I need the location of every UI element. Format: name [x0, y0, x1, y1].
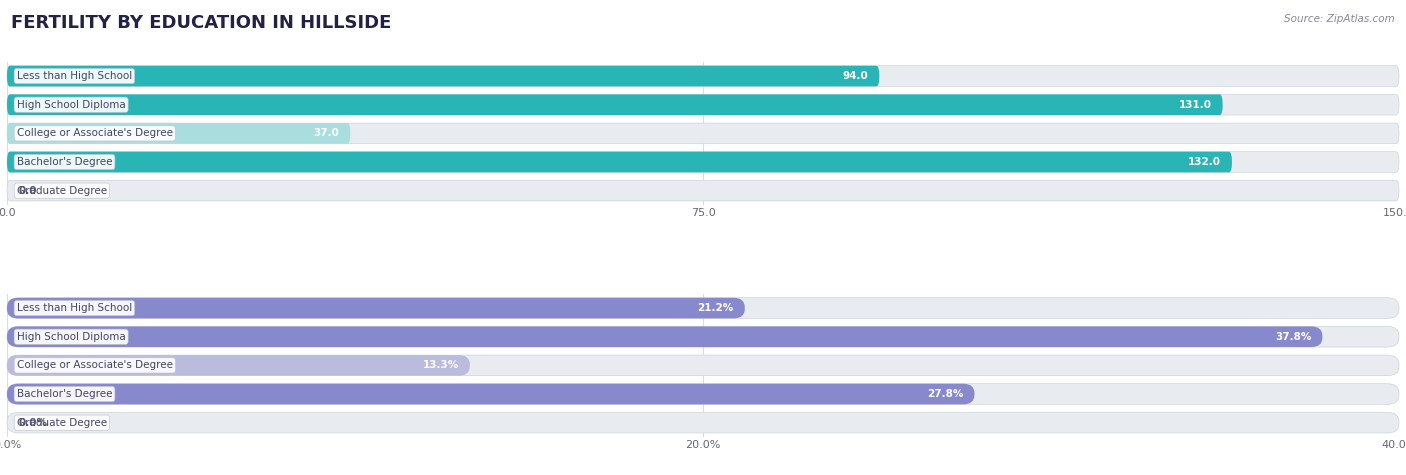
- Text: 37.0: 37.0: [314, 128, 339, 138]
- Text: Graduate Degree: Graduate Degree: [17, 186, 107, 196]
- Text: 131.0: 131.0: [1178, 100, 1212, 110]
- Text: College or Associate's Degree: College or Associate's Degree: [17, 361, 173, 370]
- FancyBboxPatch shape: [7, 326, 1323, 347]
- Text: High School Diploma: High School Diploma: [17, 332, 125, 342]
- FancyBboxPatch shape: [7, 412, 1399, 433]
- Text: Bachelor's Degree: Bachelor's Degree: [17, 157, 112, 167]
- Text: 132.0: 132.0: [1188, 157, 1220, 167]
- FancyBboxPatch shape: [7, 384, 974, 404]
- FancyBboxPatch shape: [7, 355, 470, 376]
- Text: 37.8%: 37.8%: [1275, 332, 1312, 342]
- Text: 27.8%: 27.8%: [927, 389, 963, 399]
- Text: 21.2%: 21.2%: [697, 303, 734, 313]
- FancyBboxPatch shape: [7, 66, 879, 86]
- FancyBboxPatch shape: [7, 384, 1399, 404]
- Text: 94.0: 94.0: [842, 71, 868, 81]
- Text: Graduate Degree: Graduate Degree: [17, 418, 107, 428]
- FancyBboxPatch shape: [7, 123, 350, 143]
- FancyBboxPatch shape: [7, 355, 1399, 376]
- FancyBboxPatch shape: [7, 180, 1399, 201]
- FancyBboxPatch shape: [7, 95, 1399, 115]
- FancyBboxPatch shape: [7, 123, 1399, 143]
- FancyBboxPatch shape: [7, 298, 745, 318]
- Text: 0.0: 0.0: [18, 186, 37, 196]
- FancyBboxPatch shape: [7, 152, 1399, 172]
- Text: High School Diploma: High School Diploma: [17, 100, 125, 110]
- FancyBboxPatch shape: [7, 66, 1399, 86]
- FancyBboxPatch shape: [7, 152, 1232, 172]
- Text: Bachelor's Degree: Bachelor's Degree: [17, 389, 112, 399]
- Text: College or Associate's Degree: College or Associate's Degree: [17, 128, 173, 138]
- Text: Less than High School: Less than High School: [17, 303, 132, 313]
- FancyBboxPatch shape: [7, 95, 1223, 115]
- Text: Source: ZipAtlas.com: Source: ZipAtlas.com: [1284, 14, 1395, 24]
- Text: 13.3%: 13.3%: [422, 361, 458, 370]
- FancyBboxPatch shape: [7, 298, 1399, 318]
- Text: 0.0%: 0.0%: [18, 418, 48, 428]
- Text: FERTILITY BY EDUCATION IN HILLSIDE: FERTILITY BY EDUCATION IN HILLSIDE: [11, 14, 392, 32]
- FancyBboxPatch shape: [7, 326, 1399, 347]
- Text: Less than High School: Less than High School: [17, 71, 132, 81]
